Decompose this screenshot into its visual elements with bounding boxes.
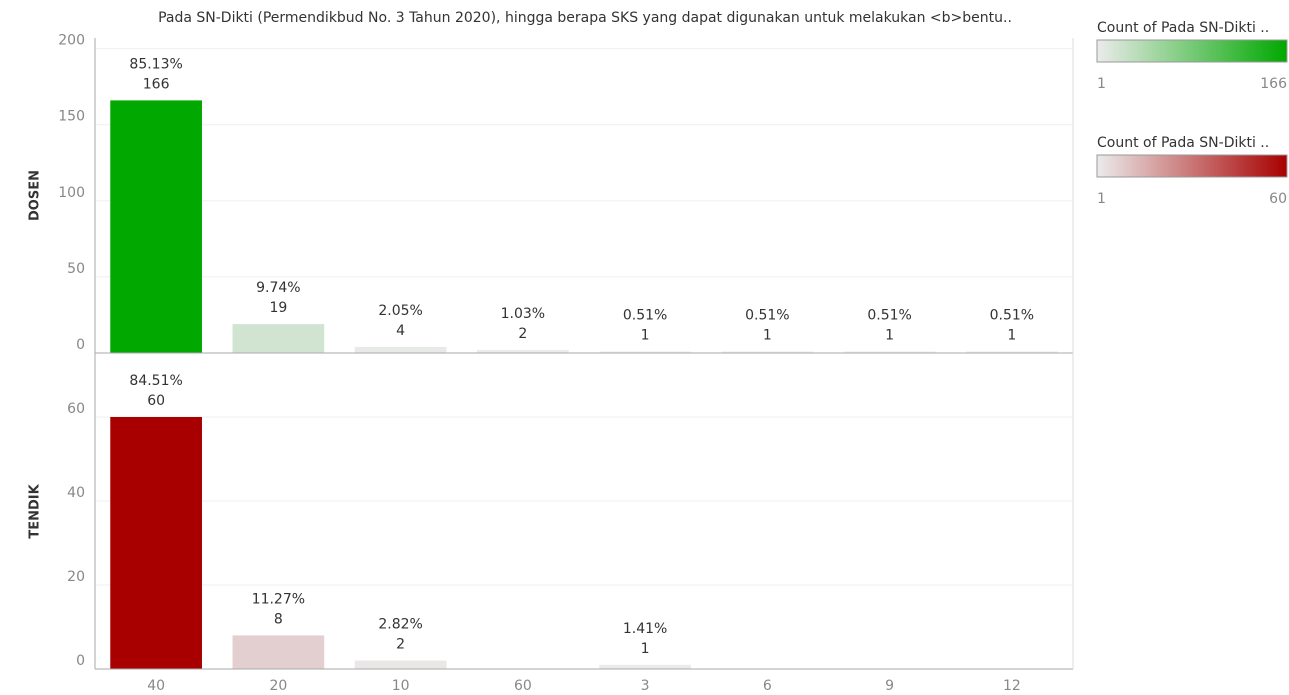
bar — [232, 635, 325, 669]
value-label: 2 — [396, 637, 405, 653]
y-tick-label: 40 — [67, 485, 85, 501]
x-tick-label: 20 — [269, 678, 287, 694]
bar — [966, 351, 1058, 353]
value-label: 166 — [143, 76, 170, 92]
value-label: 2 — [518, 326, 527, 342]
row-label: DOSEN — [28, 170, 43, 221]
chart-title: Pada SN-Dikti (Permendikbud No. 3 Tahun … — [158, 10, 1012, 26]
value-label: 19 — [269, 300, 287, 316]
y-tick-label: 0 — [76, 653, 85, 669]
value-label: 1 — [641, 327, 650, 343]
value-label: 1 — [1007, 327, 1016, 343]
percent-label: 1.03% — [501, 306, 545, 322]
percent-label: 9.74% — [256, 280, 300, 296]
legend-max: 166 — [1260, 76, 1287, 92]
x-tick-label: 6 — [763, 678, 772, 694]
bar — [843, 351, 936, 353]
y-tick-label: 200 — [58, 33, 85, 49]
legend-min: 1 — [1097, 76, 1106, 92]
legend-min: 1 — [1097, 191, 1106, 207]
percent-label: 84.51% — [129, 373, 182, 389]
percent-label: 2.82% — [378, 617, 422, 633]
bar — [599, 351, 691, 353]
percent-label: 0.51% — [623, 307, 667, 323]
bar — [110, 417, 202, 669]
bar — [599, 664, 691, 669]
x-tick-label: 40 — [147, 678, 165, 694]
y-tick-label: 150 — [58, 109, 85, 125]
y-tick-label: 50 — [67, 261, 85, 277]
percent-label: 1.41% — [623, 621, 667, 637]
value-label: 60 — [147, 393, 165, 409]
value-label: 1 — [885, 327, 894, 343]
x-tick-label: 60 — [514, 678, 532, 694]
percent-label: 0.51% — [745, 307, 789, 323]
bar — [721, 351, 814, 353]
percent-label: 2.05% — [378, 303, 422, 319]
legend-title: Count of Pada SN-Dikti .. — [1097, 135, 1269, 151]
row-label: TENDIK — [28, 483, 43, 538]
x-tick-label: 9 — [885, 678, 894, 694]
legend-max: 60 — [1269, 191, 1287, 207]
bar — [354, 346, 447, 353]
y-tick-label: 0 — [76, 337, 85, 353]
value-label: 8 — [274, 611, 283, 627]
value-label: 1 — [641, 641, 650, 657]
legend-title: Count of Pada SN-Dikti .. — [1097, 20, 1269, 36]
x-tick-label: 3 — [641, 678, 650, 694]
bar — [232, 324, 325, 353]
legend-ramp — [1096, 39, 1288, 63]
bar — [354, 660, 447, 669]
percent-label: 85.13% — [129, 56, 182, 72]
y-tick-label: 60 — [67, 401, 85, 417]
x-tick-label: 10 — [392, 678, 410, 694]
value-label: 1 — [763, 327, 772, 343]
percent-label: 11.27% — [252, 591, 305, 607]
value-label: 4 — [396, 323, 405, 339]
bar — [477, 349, 569, 353]
percent-label: 0.51% — [867, 307, 911, 323]
y-tick-label: 20 — [67, 569, 85, 585]
bar — [110, 100, 202, 354]
y-tick-label: 100 — [58, 185, 85, 201]
x-tick-label: 12 — [1003, 678, 1021, 694]
percent-label: 0.51% — [990, 307, 1034, 323]
legend-ramp — [1096, 154, 1288, 178]
